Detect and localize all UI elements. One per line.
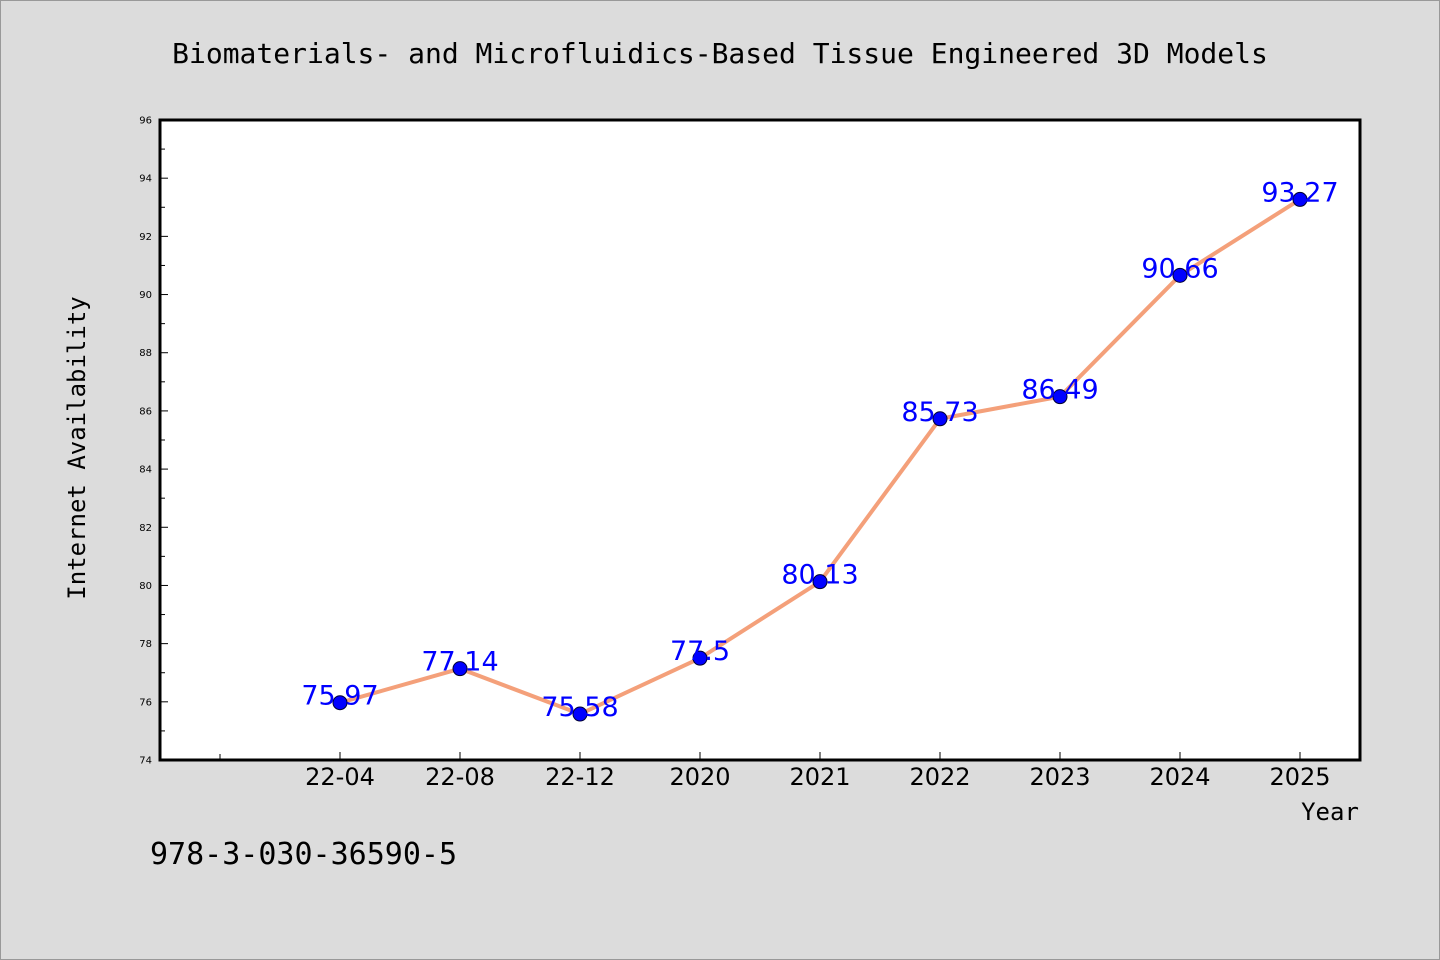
y-tick-label: 90 — [139, 290, 152, 301]
x-tick-label: 2023 — [1029, 763, 1090, 791]
data-point — [572, 706, 588, 722]
y-tick-label: 96 — [139, 116, 152, 127]
footer-code: 978-3-030-36590-5 — [150, 837, 457, 872]
x-tick-label: 2024 — [1149, 763, 1210, 791]
data-point — [692, 650, 708, 666]
y-tick-label: 92 — [139, 232, 152, 243]
data-point — [1172, 267, 1188, 283]
data-label: 75.97 — [301, 681, 378, 712]
plot-area — [160, 120, 1360, 760]
y-tick-label: 80 — [139, 581, 152, 592]
y-tick-label: 78 — [139, 639, 152, 650]
y-tick-label: 82 — [139, 523, 152, 534]
data-point — [812, 574, 828, 590]
data-point — [452, 661, 468, 677]
y-tick-label: 88 — [139, 348, 152, 359]
data-point — [932, 411, 948, 427]
x-tick-label: 2025 — [1269, 763, 1330, 791]
data-label: 93.27 — [1261, 177, 1338, 208]
data-label: 77.14 — [421, 647, 498, 678]
data-label: 90.66 — [1141, 253, 1218, 284]
x-tick-label: 22-04 — [305, 763, 375, 791]
y-tick-label: 84 — [139, 465, 152, 476]
x-tick-label: 22-12 — [545, 763, 615, 791]
data-label: 77.5 — [670, 636, 730, 667]
x-tick-label: 2022 — [909, 763, 970, 791]
data-point — [332, 695, 348, 711]
data-label: 85.73 — [901, 397, 978, 428]
data-point — [1292, 191, 1308, 207]
y-tick-label: 86 — [139, 406, 152, 417]
y-axis-label: Internet Availability — [63, 296, 91, 599]
plot-border — [158, 118, 1362, 762]
y-tick-label: 74 — [139, 756, 152, 767]
x-tick-label: 2021 — [789, 763, 850, 791]
y-tick-label: 76 — [139, 697, 152, 708]
series-layer: 75.97 77.14 75.58 77.5 80.13 85.73 86.49 90.66 9… — [301, 177, 1338, 723]
data-label: 86.49 — [1021, 375, 1098, 406]
y-axis: 74 76 78 80 82 84 86 88 90 92 94 96 — [139, 116, 168, 767]
chart-title: Biomaterials- and Microfluidics-Based Ti… — [172, 37, 1268, 70]
data-point — [1052, 389, 1068, 405]
x-axis: 22-04 22-08 22-12 2020 2021 2022 2023 2024 2025 — [219, 752, 1331, 791]
y-tick-label: 94 — [139, 174, 152, 185]
data-label: 80.13 — [781, 560, 858, 591]
data-label: 75.58 — [541, 692, 618, 723]
x-tick-label: 2020 — [669, 763, 730, 791]
x-tick-label: 22-08 — [425, 763, 495, 791]
x-axis-label: Year — [1301, 798, 1359, 826]
